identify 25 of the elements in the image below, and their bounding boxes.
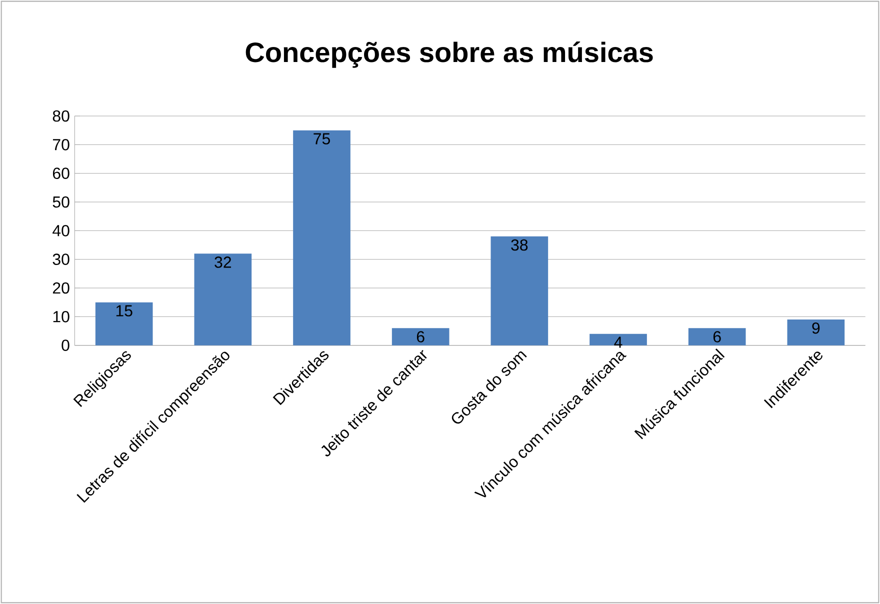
y-tick-label: 40 (52, 225, 70, 236)
data-label: 32 (214, 256, 232, 268)
data-label: 6 (416, 331, 424, 342)
bar (490, 236, 548, 346)
y-tick-label: 60 (52, 168, 70, 179)
data-label: 9 (812, 322, 820, 334)
bar (392, 328, 450, 346)
y-tick-label: 30 (52, 254, 70, 265)
bar (688, 328, 746, 346)
y-tick-label: 70 (52, 139, 70, 150)
bar (95, 302, 153, 346)
bar (787, 320, 845, 346)
data-label: 15 (116, 305, 132, 316)
bar (194, 254, 252, 346)
data-label: 75 (314, 133, 330, 144)
y-tick-label: 20 (52, 282, 70, 294)
y-tick-label: 0 (62, 340, 70, 351)
y-tick-label: 10 (53, 311, 70, 322)
chart-title: Concepções sobre as músicas (246, 41, 653, 68)
y-tick-label: 80 (52, 110, 70, 122)
y-tick-label: 50 (52, 196, 70, 208)
data-label: 6 (713, 331, 721, 342)
data-label: 4 (614, 336, 622, 348)
data-label: 38 (511, 239, 528, 251)
bar (293, 130, 350, 346)
